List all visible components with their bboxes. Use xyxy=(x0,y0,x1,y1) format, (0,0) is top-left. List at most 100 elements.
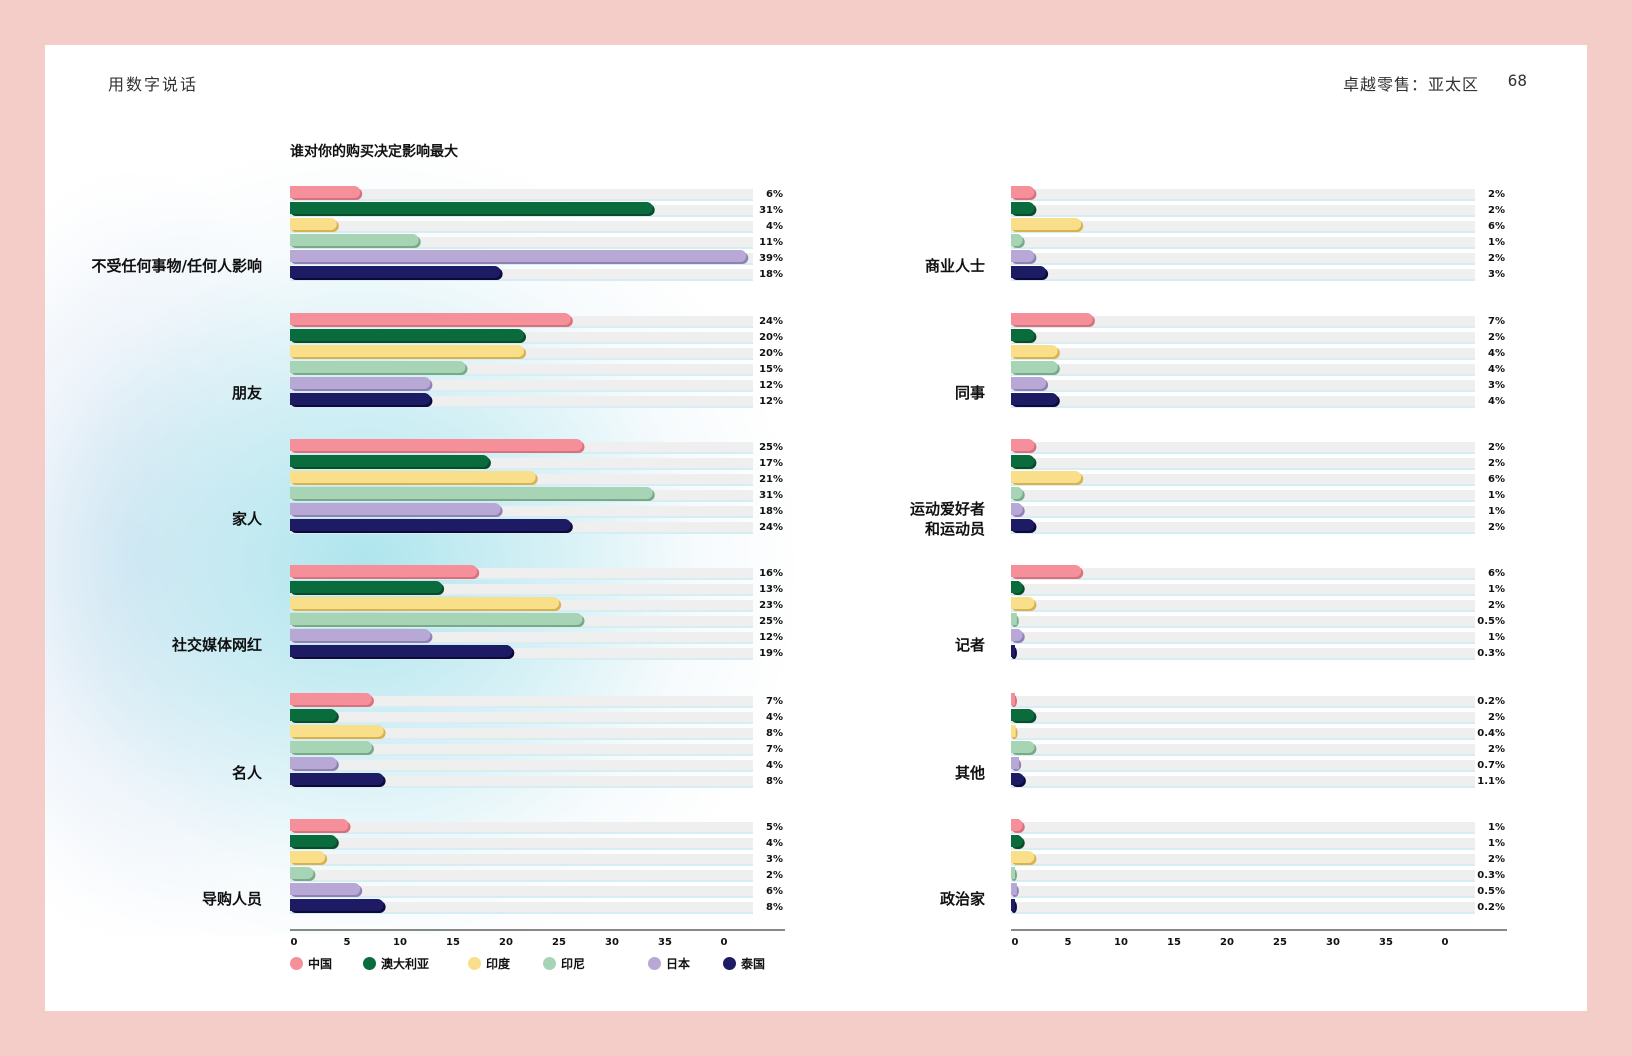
x-tick-label: 35 xyxy=(658,937,672,948)
bar-印度 xyxy=(1011,345,1058,357)
legend-label: 印度 xyxy=(486,957,511,971)
category-label: 政治家 xyxy=(940,890,985,908)
bar-separator xyxy=(1011,738,1475,740)
section-title: 用数字说话 xyxy=(108,75,199,94)
bar-separator xyxy=(1011,626,1475,628)
page-number: 68 xyxy=(1507,71,1527,90)
bar-track xyxy=(1011,364,1475,374)
bar-left-edge xyxy=(1011,565,1019,577)
x-tick-label: 15 xyxy=(446,937,460,948)
bar-track xyxy=(1011,632,1475,642)
category-label: 同事 xyxy=(955,384,985,402)
bar-separator xyxy=(1011,215,1475,217)
bar-track xyxy=(290,838,753,848)
bar-track xyxy=(1011,870,1475,880)
bar-印度 xyxy=(290,597,560,609)
value-label: 2% xyxy=(766,870,783,881)
bar-left-edge xyxy=(1011,266,1019,278)
bar-track xyxy=(290,902,753,912)
legend-swatch xyxy=(468,957,481,970)
value-label: 0.2% xyxy=(1477,902,1505,913)
bar-中国 xyxy=(290,693,372,705)
bar-印度 xyxy=(290,851,326,863)
value-label: 4% xyxy=(1488,348,1505,359)
bar-track xyxy=(290,189,753,199)
bar-separator xyxy=(290,516,753,518)
bar-澳大利亚 xyxy=(290,455,489,467)
legend-swatch xyxy=(363,957,376,970)
x-tick-label: 35 xyxy=(1379,937,1393,948)
value-label: 6% xyxy=(766,189,783,200)
bar-track xyxy=(290,870,753,880)
value-label: 11% xyxy=(759,237,783,248)
bar-left-edge xyxy=(1011,851,1019,863)
value-label: 0.3% xyxy=(1477,648,1505,659)
bar-separator xyxy=(290,912,753,914)
bar-left-edge xyxy=(290,741,298,753)
category-label: 名人 xyxy=(232,764,263,782)
bar-separator xyxy=(290,706,753,708)
x-tick-label: 10 xyxy=(393,937,407,948)
bar-left-edge xyxy=(1011,186,1019,198)
bar-separator xyxy=(1011,374,1475,376)
legend-item: 印度 xyxy=(468,955,510,972)
category-label: 家人 xyxy=(232,510,263,528)
x-tick-label: 30 xyxy=(605,937,619,948)
bar-泰国 xyxy=(290,393,431,405)
value-label: 4% xyxy=(1488,396,1505,407)
bar-泰国 xyxy=(290,899,384,911)
bar-left-edge xyxy=(1011,487,1019,499)
bar-track xyxy=(1011,728,1475,738)
category-label: 不受任何事物/任何人影响 xyxy=(92,257,262,275)
bar-track xyxy=(290,458,753,468)
bar-印度 xyxy=(290,345,524,357)
bar-separator xyxy=(290,880,753,882)
bar-separator xyxy=(290,864,753,866)
bar-separator xyxy=(290,279,753,281)
bar-left-edge xyxy=(1011,234,1019,246)
bar-中国 xyxy=(290,565,478,577)
bar-left-edge xyxy=(290,835,298,847)
bar-印度 xyxy=(1011,218,1082,230)
bar-left-edge xyxy=(1011,361,1019,373)
bar-left-edge xyxy=(290,266,298,278)
report-page: 用数字说话 卓越零售：亚太区 68 谁对你的购买决定影响最大 6% 31% 4% 11… xyxy=(45,45,1587,1011)
value-label: 2% xyxy=(1488,712,1505,723)
bar-left-edge xyxy=(1011,709,1019,721)
bar-track xyxy=(1011,616,1475,626)
value-label: 2% xyxy=(1488,442,1505,453)
bar-left-edge xyxy=(1011,471,1019,483)
bar-日本 xyxy=(290,757,337,769)
bar-track xyxy=(1011,744,1475,754)
bar-track xyxy=(1011,316,1475,326)
bar-left-edge xyxy=(1011,867,1015,879)
category-label: 记者 xyxy=(955,636,985,654)
bar-separator xyxy=(1011,263,1475,265)
bar-left-edge xyxy=(290,851,298,863)
bar-left-edge xyxy=(290,773,298,785)
bar-separator xyxy=(1011,452,1475,454)
bar-印度 xyxy=(290,725,384,737)
bar-left-edge xyxy=(290,503,298,515)
value-label: 2% xyxy=(1488,600,1505,611)
bar-left-edge xyxy=(1011,455,1019,467)
value-label: 3% xyxy=(766,854,783,865)
bar-track xyxy=(1011,474,1475,484)
legend-swatch xyxy=(290,957,303,970)
chart-legend: 中国 澳大利亚 印度 印尼 日本 泰国 xyxy=(290,955,790,975)
value-label: 1% xyxy=(1488,490,1505,501)
value-label: 0.4% xyxy=(1477,728,1505,739)
bar-separator xyxy=(1011,468,1475,470)
x-tick-label: 5 xyxy=(344,937,351,948)
bar-separator xyxy=(290,247,753,249)
bar-印尼 xyxy=(1011,361,1058,373)
bar-left-edge xyxy=(1011,519,1019,531)
value-label: 12% xyxy=(759,396,783,407)
bar-印度 xyxy=(1011,471,1082,483)
bar-separator xyxy=(1011,864,1475,866)
bar-separator xyxy=(1011,880,1475,882)
bar-track xyxy=(1011,584,1475,594)
bar-track xyxy=(290,696,753,706)
bar-track xyxy=(290,237,753,247)
bar-separator xyxy=(1011,832,1475,834)
